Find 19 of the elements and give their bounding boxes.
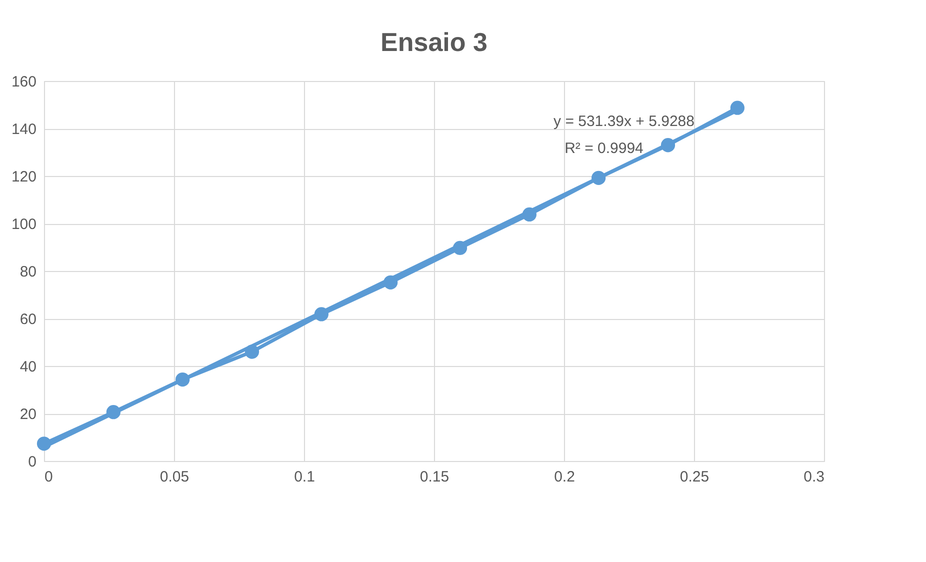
y-tick-label: 0	[28, 454, 36, 470]
y-tick-label: 100	[11, 216, 36, 233]
y-tick-label: 80	[20, 264, 36, 280]
x-tick-label: 0.3	[804, 468, 824, 486]
x-tick-label: 0.15	[420, 468, 450, 486]
x-tick-label: 0.1	[294, 468, 315, 486]
y-tick-label: 140	[11, 121, 36, 138]
x-tick-label: 0.25	[680, 468, 710, 486]
x-tick-label: 0.2	[554, 468, 575, 486]
chart-title: Ensaio 3	[380, 27, 488, 57]
y-tick-label: 40	[20, 358, 36, 376]
annotation: R² = 0.9994	[564, 140, 644, 157]
annotation: y = 531.39x + 5.9288	[554, 113, 694, 130]
y-tick-label: 60	[20, 311, 36, 328]
y-tick-label: 120	[11, 168, 36, 186]
y-tick-label: 160	[11, 74, 36, 90]
x-tick-label: 0	[44, 468, 53, 486]
x-tick-label: 0.05	[160, 468, 190, 486]
y-tick-label: 20	[20, 406, 36, 423]
